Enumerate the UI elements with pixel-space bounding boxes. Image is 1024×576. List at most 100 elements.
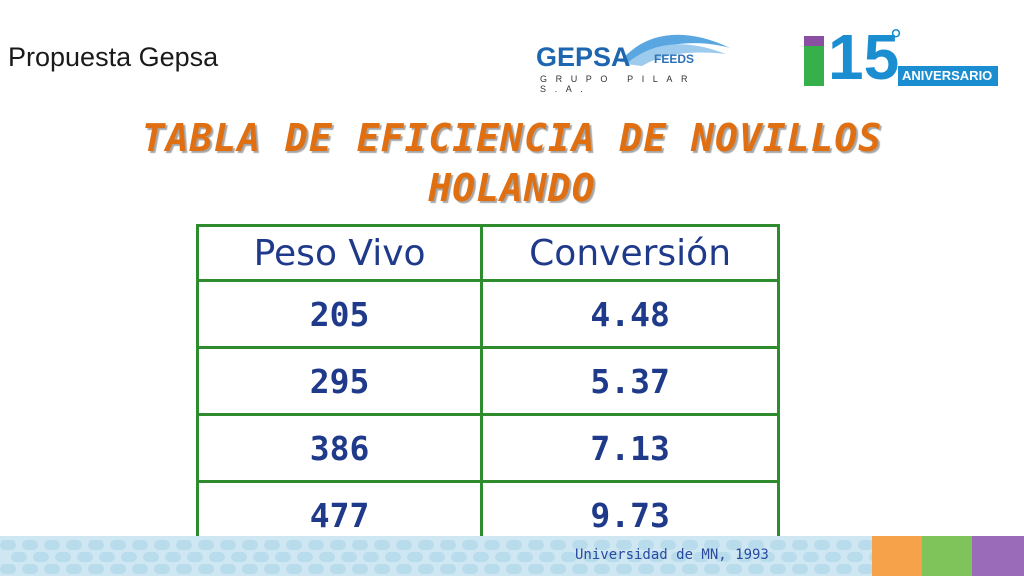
footer-dot: [462, 564, 478, 574]
anniversary-text: ANIVERSARIO: [902, 68, 993, 83]
footer-dot: [484, 540, 500, 550]
footer-dot: [682, 564, 698, 574]
footer-dot: [352, 540, 368, 550]
footer-dot: [308, 540, 324, 550]
footer-dot: [198, 564, 214, 574]
footer-dot: [319, 552, 335, 562]
footer-dot: [253, 552, 269, 562]
footer-dot: [286, 564, 302, 574]
footer-dot: [88, 540, 104, 550]
footer-dot: [132, 564, 148, 574]
footer-dot: [770, 540, 786, 550]
footer-dot: [165, 552, 181, 562]
footer-dot: [66, 540, 82, 550]
footer-dot: [220, 564, 236, 574]
gepsa-logo-word: GEPSA: [536, 42, 631, 72]
footer-dot: [704, 540, 720, 550]
cell-conversion: 5.37: [480, 346, 780, 416]
footer-dot: [176, 564, 192, 574]
footer-dot: [220, 540, 236, 550]
footer-dot: [814, 540, 830, 550]
footer-dot: [231, 552, 247, 562]
anniversary-one-shape: [804, 36, 824, 86]
footer-dot: [11, 552, 27, 562]
efficiency-table: Peso Vivo Conversión 205 4.48 295 5.37 3…: [195, 224, 780, 550]
footer-dot: [748, 540, 764, 550]
footer-dot: [737, 552, 753, 562]
footer-dot: [748, 564, 764, 574]
footer-dot: [132, 540, 148, 550]
footer-dot: [55, 552, 71, 562]
footer-dot: [396, 540, 412, 550]
footer-dot: [407, 552, 423, 562]
footer-dot: [506, 540, 522, 550]
gepsa-swoosh-graphic: [620, 34, 730, 66]
gepsa-logo-subtitle: GRUPO PILAR S.A.: [540, 74, 697, 94]
footer-dot: [264, 540, 280, 550]
footer-dot: [594, 564, 610, 574]
anniversary-number: 15: [828, 21, 900, 93]
footer-dot: [187, 552, 203, 562]
table-row: 295 5.37: [195, 346, 780, 416]
footer-dot: [836, 564, 852, 574]
footer-dot: [242, 540, 258, 550]
footer-dot: [539, 552, 555, 562]
footer-dot: [572, 564, 588, 574]
footer-dot: [847, 552, 863, 562]
footer-dot: [396, 564, 412, 574]
footer-dot: [792, 540, 808, 550]
footer-dot: [715, 552, 731, 562]
footer-dot: [660, 564, 676, 574]
footer-dot: [858, 540, 874, 550]
table-row: 386 7.13: [195, 413, 780, 483]
footer-dot: [572, 540, 588, 550]
footer-dot: [110, 540, 126, 550]
footer-dot: [374, 564, 390, 574]
footer-dot: [418, 564, 434, 574]
source-citation: Universidad de MN, 1993: [575, 547, 769, 563]
footer-dot: [121, 552, 137, 562]
footer-dot: [429, 552, 445, 562]
footer-dot: [363, 552, 379, 562]
cell-peso-vivo: 386: [195, 413, 484, 483]
cell-peso-vivo: 295: [195, 346, 484, 416]
footer-dot: [297, 552, 313, 562]
footer-dot: [649, 552, 665, 562]
footer-dot: [682, 540, 698, 550]
footer-dot: [484, 564, 500, 574]
table-row: 205 4.48: [195, 279, 780, 349]
footer-dot: [154, 540, 170, 550]
footer-dot: [275, 552, 291, 562]
anniversary-one-accent: [804, 36, 824, 46]
footer-dot: [627, 552, 643, 562]
footer-dot: [341, 552, 357, 562]
footer-dot: [704, 564, 720, 574]
slide-title-line2: HOLANDO: [428, 166, 596, 210]
footer-dot: [605, 552, 621, 562]
footer-dot: [154, 564, 170, 574]
footer-dot: [77, 552, 93, 562]
footer-orange-block: [872, 536, 922, 576]
footer-dot: [22, 564, 38, 574]
gepsa-logo-feeds: FEEDS: [654, 52, 695, 66]
footer-dot: [110, 564, 126, 574]
footer-dot: [44, 564, 60, 574]
footer-dot: [594, 540, 610, 550]
footer-dot: [440, 564, 456, 574]
footer-dot: [242, 564, 258, 574]
footer-dot: [781, 552, 797, 562]
footer-dot: [440, 540, 456, 550]
footer-dot: [473, 552, 489, 562]
footer-dot: [550, 564, 566, 574]
cell-conversion: 4.48: [480, 279, 780, 349]
footer-dot: [209, 552, 225, 562]
footer-dot: [143, 552, 159, 562]
footer-dot: [198, 540, 214, 550]
footer-green-block: [922, 536, 972, 576]
footer-dot: [836, 540, 852, 550]
cell-conversion: 7.13: [480, 413, 780, 483]
footer-dot: [451, 552, 467, 562]
footer-purple-block: [972, 536, 1024, 576]
footer-dot: [33, 552, 49, 562]
footer-dot: [814, 564, 830, 574]
